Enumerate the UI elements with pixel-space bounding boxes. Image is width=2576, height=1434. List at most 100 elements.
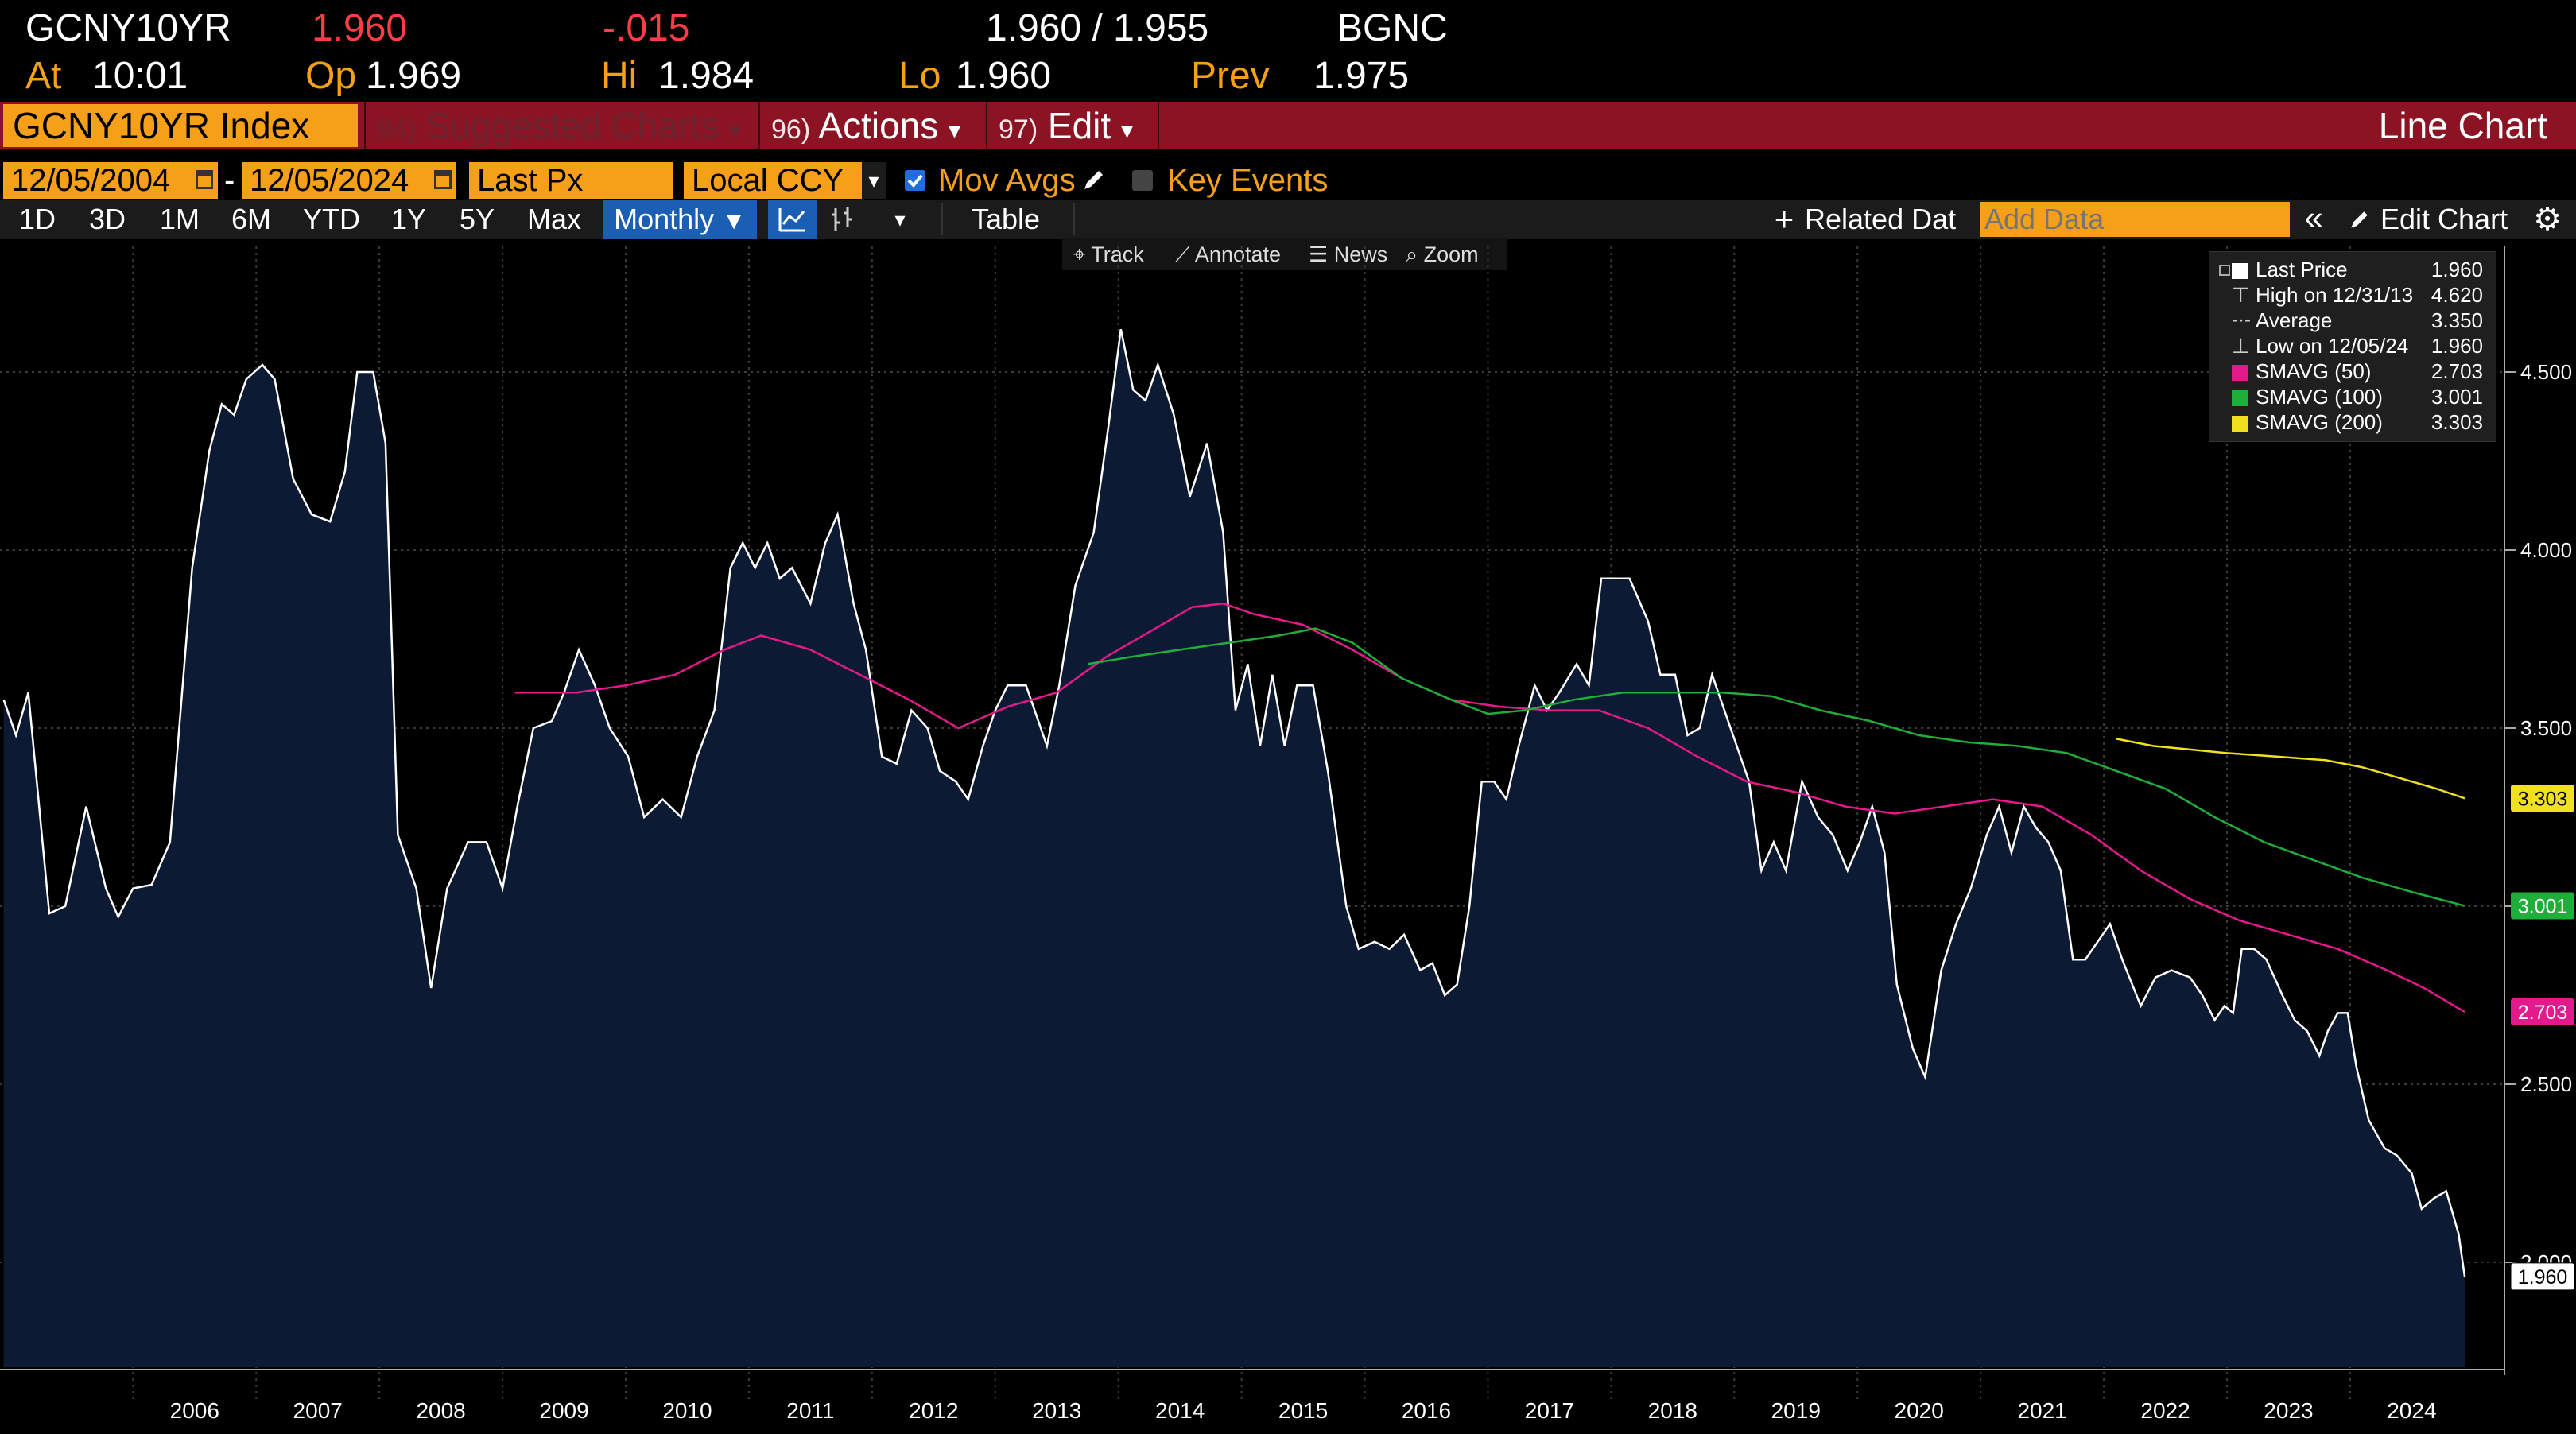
line-chart-icon [778, 208, 805, 232]
x-tick-label: 2019 [1771, 1398, 1821, 1423]
zoom-button[interactable]: ⌕ Zoom [1406, 241, 1479, 268]
period-3d[interactable]: 3D [88, 203, 126, 235]
annotation-toolbar [1062, 238, 1507, 270]
crosshair-icon: ⌖ [1073, 242, 1092, 266]
x-tick-label: 2017 [1525, 1398, 1574, 1423]
period-ytd[interactable]: YTD [303, 203, 360, 235]
minus-box-icon [2219, 265, 2230, 276]
news-icon: ☰ [1309, 242, 1334, 266]
bid-ask: 1.960 / 1.955 [986, 7, 1209, 49]
actions-menu[interactable]: 96) Actions ▾ [758, 102, 981, 149]
chevron-down-icon: ▾ [949, 118, 961, 144]
menu-bar [0, 102, 2576, 149]
mov-avgs-label[interactable]: Mov Avgs [938, 163, 1076, 198]
open-value: 1.969 [366, 55, 462, 97]
collapse-icon[interactable]: « [2304, 199, 2323, 236]
line-chart-button[interactable] [768, 200, 817, 239]
start-date-value: 12/05/2004 [11, 163, 171, 198]
key-events-checkbox[interactable] [1132, 170, 1153, 191]
period-1d[interactable]: 1D [18, 203, 56, 235]
price-chart[interactable]: 2006 2007 2008 2009 2010 2011 2012 2013 2014 2015… [0, 238, 2576, 1434]
high-value: 1.984 [658, 55, 755, 97]
x-tick-label: 2006 [170, 1398, 219, 1423]
chevron-down-icon: ▾ [862, 162, 886, 199]
period-6m[interactable]: 6M [231, 203, 271, 235]
last-value-flag [2511, 785, 2574, 812]
edit-chart-button[interactable]: Edit Chart [2380, 203, 2508, 235]
actions-label: Actions [818, 105, 939, 146]
end-date-value: 12/05/2024 [250, 163, 409, 198]
menu-divider [1158, 102, 1159, 149]
security-field[interactable]: GCNY10YR Index [3, 104, 358, 147]
legend-row-last-price: Last Price 1.960 [2209, 257, 2496, 282]
pencil-icon[interactable] [1080, 165, 1108, 198]
last-value-flag [2511, 998, 2574, 1026]
low-label: Lo [898, 55, 941, 97]
suggested-charts-label: Suggested Charts [425, 105, 720, 146]
period-5y[interactable]: 5Y [459, 203, 495, 235]
x-tick-label: 2013 [1032, 1398, 1081, 1423]
key-events-label[interactable]: Key Events [1167, 163, 1329, 198]
open-label: Op [305, 55, 357, 97]
calendar-icon[interactable] [196, 170, 213, 189]
last-value-flag [2511, 892, 2574, 920]
x-tick-label: 2010 [662, 1398, 712, 1423]
add-data-input[interactable] [1980, 202, 2290, 237]
high-label: Hi [601, 55, 638, 97]
legend-label: SMAVG (200) [2256, 410, 2383, 434]
legend-row-sma100: SMAVG (100) 3.001 [2209, 384, 2496, 409]
legend-value: 3.350 [2431, 308, 2483, 332]
suggested-charts-menu[interactable]: 94) Suggested Charts ▾ [364, 102, 752, 149]
high-marker-icon: ⊤ [2232, 283, 2250, 307]
legend-swatch [2232, 416, 2248, 432]
y-tick-label: 2.500 [2520, 1072, 2572, 1096]
annotate-icon: ⟋ [1175, 242, 1195, 266]
chart-type-label[interactable]: Line Chart [2378, 105, 2547, 146]
period-1m[interactable]: 1M [159, 203, 200, 235]
news-button[interactable]: ☰ News [1309, 241, 1387, 268]
sma-line-200 [2116, 738, 2465, 800]
triangle-down-icon: ▼ [722, 208, 746, 234]
actions-num: 96) [771, 114, 811, 145]
edit-num: 97) [999, 114, 1038, 145]
legend-value: 2.703 [2431, 359, 2483, 383]
x-tick-label: 2021 [2017, 1398, 2066, 1423]
last-price-line [2, 328, 2466, 1277]
track-button[interactable]: ⌖ Track [1073, 241, 1144, 268]
chevron-down-icon[interactable]: ▾ [894, 207, 906, 231]
x-tick-label: 2016 [1402, 1398, 1451, 1423]
mov-avgs-checkbox[interactable] [905, 170, 925, 191]
last-price: 1.960 [312, 7, 408, 49]
price-field-select[interactable]: Last Px [469, 162, 673, 199]
x-tick-label: 2024 [2387, 1398, 2436, 1423]
last-value-flag-label: 3.303 [2518, 788, 2568, 810]
candle-chart-button[interactable] [822, 200, 862, 239]
related-data-button[interactable]: Related Dat [1805, 203, 1957, 235]
currency-value: Local CCY [692, 163, 844, 198]
y-tick-label: 4.000 [2520, 538, 2572, 562]
end-date-field[interactable]: 12/05/2024 [242, 162, 456, 199]
annotate-button[interactable]: ⟋ Annotate [1175, 241, 1281, 268]
start-date-field[interactable]: 12/05/2004 [3, 162, 218, 199]
toolbar-divider [1073, 203, 1075, 235]
average-marker-icon: -·- [2232, 309, 2251, 331]
legend-value: 4.620 [2431, 283, 2483, 307]
edit-menu[interactable]: 97) Edit ▾ [986, 102, 1158, 149]
last-value-flag [2510, 1262, 2575, 1291]
x-tick-label: 2014 [1155, 1398, 1205, 1423]
gear-icon[interactable]: ⚙ [2533, 202, 2562, 237]
calendar-icon[interactable] [434, 170, 452, 189]
low-value: 1.960 [956, 55, 1052, 97]
legend-label: Last Price [2256, 258, 2348, 281]
plus-icon[interactable]: + [1774, 200, 1794, 238]
x-tick-label: 2009 [539, 1398, 588, 1423]
table-button[interactable]: Table [971, 203, 1041, 235]
x-tick-label: 2008 [416, 1398, 465, 1423]
period-max[interactable]: Max [526, 203, 581, 235]
y-tick-label: 3.500 [2520, 716, 2572, 740]
last-value-flag-label: 1.960 [2518, 1266, 2568, 1289]
x-tick-label: 2012 [909, 1398, 958, 1423]
frequency-select[interactable]: Monthly ▼ [603, 200, 757, 239]
period-1y[interactable]: 1Y [390, 203, 427, 235]
currency-select[interactable]: Local CCY ▾ [684, 162, 886, 199]
